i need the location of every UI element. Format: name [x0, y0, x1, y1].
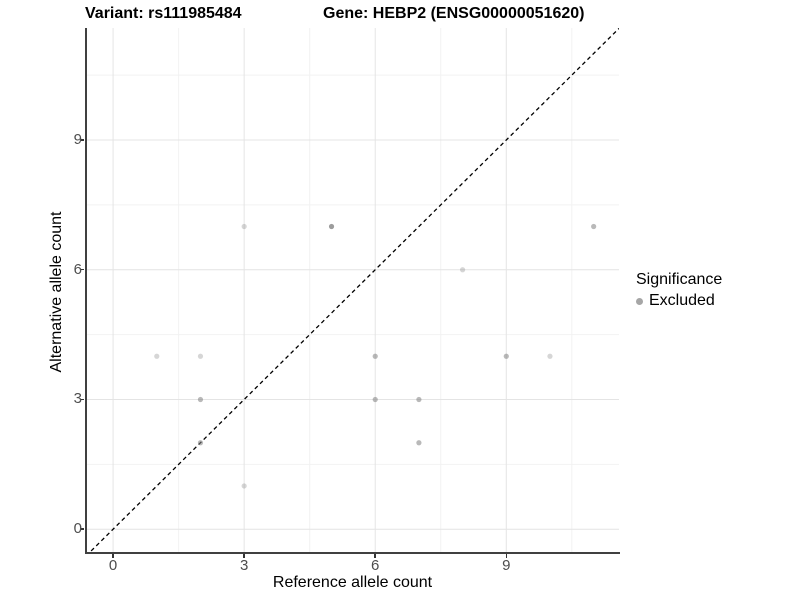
data-point — [459, 267, 466, 273]
identity-line — [88, 28, 619, 553]
y-tick-label: 3 — [73, 390, 82, 408]
x-tick-mark — [374, 554, 376, 558]
x-tick-label: 6 — [371, 557, 380, 574]
data-point — [197, 440, 204, 446]
data-point — [503, 353, 509, 359]
data-point — [416, 396, 422, 403]
plot-title-variant: Variant: rs111985484 — [85, 5, 242, 22]
x-tick-label: 9 — [502, 557, 511, 574]
data-point — [591, 223, 597, 230]
legend-entry-excluded: Excluded — [636, 292, 722, 310]
legend-title: Significance — [636, 271, 723, 288]
x-tick-label: 3 — [239, 557, 249, 574]
x-tick-mark — [243, 554, 245, 558]
plot-title-gene: Gene: HEBP2 (ENSG00000051620) — [323, 5, 585, 22]
data-point — [416, 440, 422, 446]
plot-panel — [86, 28, 619, 553]
y-tick-label: 0 — [73, 520, 82, 538]
legend-point-icon — [636, 297, 643, 305]
legend-entry-label: Excluded — [649, 292, 715, 309]
data-point — [372, 353, 378, 359]
data-point — [372, 396, 378, 403]
data-point — [328, 223, 335, 230]
data-point — [241, 483, 247, 489]
data-point — [547, 353, 553, 359]
y-tick-label: 9 — [73, 131, 82, 148]
data-point — [154, 353, 160, 359]
data-point — [197, 396, 204, 403]
x-tick-label: 0 — [108, 557, 118, 574]
x-tick-mark — [505, 554, 508, 558]
y-tick-mark — [80, 268, 84, 271]
x-axis-title: Reference allele count — [272, 574, 433, 591]
y-axis-line — [85, 28, 87, 554]
x-tick-mark — [112, 554, 114, 558]
y-tick-mark — [80, 528, 84, 530]
y-axis-title: Alternative allele count — [48, 211, 65, 373]
y-tick-mark — [80, 139, 84, 141]
y-tick-mark — [80, 398, 84, 401]
data-point — [197, 353, 204, 359]
legend: Significance Excluded — [636, 270, 722, 310]
x-axis-line — [85, 552, 620, 554]
y-tick-label: 6 — [73, 260, 82, 278]
data-point — [241, 223, 247, 230]
